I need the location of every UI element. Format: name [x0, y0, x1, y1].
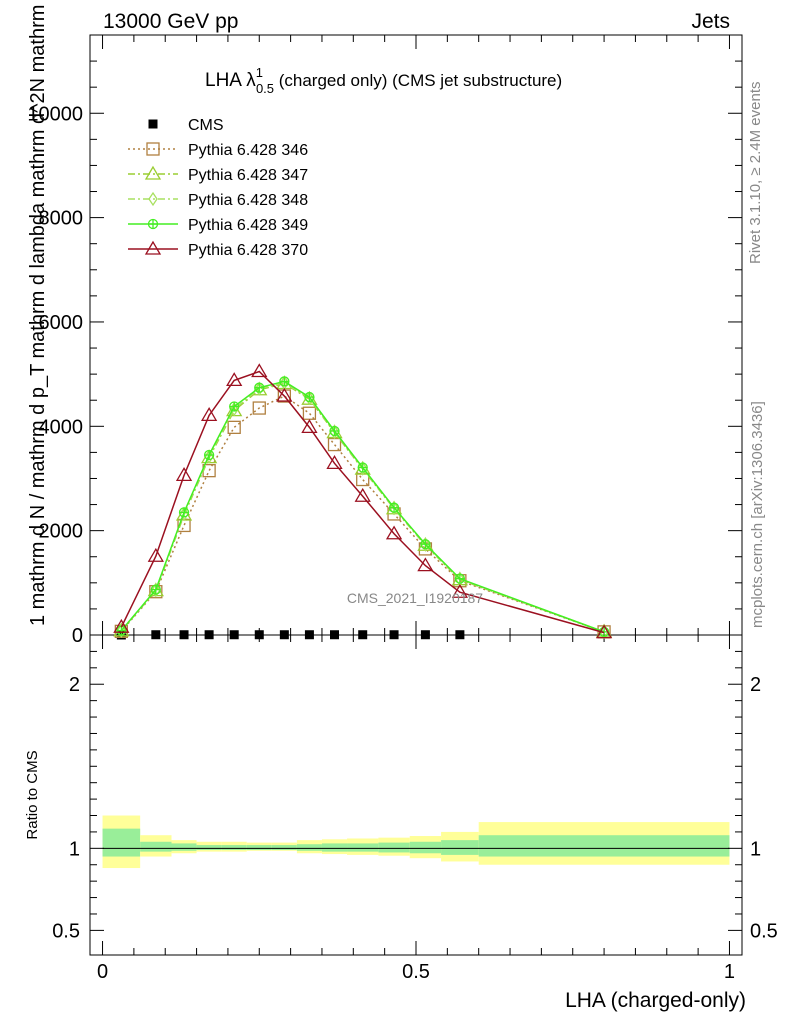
data-point	[595, 624, 613, 639]
data-point	[329, 424, 340, 440]
legend-marker	[148, 119, 158, 129]
series-5	[113, 363, 613, 639]
y-tick-label: 2000	[39, 521, 84, 543]
ratio-y-tick-label: 0.5	[52, 920, 80, 942]
data-point	[279, 630, 289, 640]
ratio-band-green	[378, 842, 410, 853]
data-point	[389, 630, 399, 640]
data-point	[276, 387, 293, 402]
ratio-band-green	[409, 841, 442, 854]
legend-marker	[146, 142, 160, 156]
ratio-y-tick-label-right: 2	[750, 674, 761, 696]
rivet-version-label: Rivet 3.1.10, ≥ 2.4M events	[747, 82, 764, 265]
ratio-band-green	[102, 828, 141, 857]
y-tick-label: 4000	[39, 416, 84, 438]
legend-marker	[148, 191, 158, 207]
data-point	[420, 630, 430, 640]
data-point	[179, 630, 189, 640]
data-point	[151, 582, 161, 598]
data-point	[455, 630, 465, 640]
ratio-y-axis-label: Ratio to CMS	[24, 750, 41, 839]
title-sub: 0.5	[256, 81, 274, 96]
ratio-band-green	[441, 840, 479, 855]
legend: CMS Pythia 6.428 346 Pythia 6.428 347 Pythi…	[128, 117, 308, 259]
mcplots-label: mcplots.cern.ch [arXiv:1306.3436]	[749, 401, 766, 628]
ratio-bands	[102, 815, 730, 869]
ratio-axis-ticks: 0.5 0.5 1 1 2 2 0 0.5 1	[52, 635, 778, 983]
x-tick-label: 1	[724, 961, 735, 983]
data-point	[252, 401, 266, 415]
main-axis-ticks: 0 2000 4000 6000 8000 10000	[27, 35, 742, 647]
data-point	[254, 630, 264, 640]
ratio-band-green	[171, 843, 197, 851]
series-line	[120, 370, 605, 634]
title-sup: 1	[256, 65, 263, 80]
ratio-band-green	[140, 841, 172, 852]
ratio-band-green	[246, 845, 272, 850]
y-tick-label: 8000	[39, 208, 84, 230]
legend-label: Pythia 6.428 348	[188, 192, 308, 209]
data-point	[358, 630, 368, 640]
ratio-band-green	[321, 843, 348, 852]
legend-marker	[144, 165, 162, 180]
ratio-y-tick-label: 2	[69, 674, 80, 696]
data-point	[226, 372, 243, 387]
data-point	[354, 487, 371, 502]
data-point	[175, 467, 193, 481]
data-point	[229, 630, 239, 640]
series-layer	[113, 363, 613, 640]
ratio-band-green	[196, 845, 222, 850]
legend-label: Pythia 6.428 347	[188, 167, 308, 184]
data-point	[147, 547, 164, 562]
energy-label: 13000 GeV pp	[103, 10, 238, 33]
legend-marker	[144, 240, 162, 255]
category-label: Jets	[691, 10, 730, 33]
data-point	[301, 419, 318, 433]
data-point	[451, 583, 469, 598]
data-point	[357, 461, 368, 476]
data-point	[389, 501, 399, 516]
data-point	[227, 420, 241, 434]
data-point	[304, 630, 314, 640]
ratio-y-tick-label: 1	[69, 838, 80, 860]
y-tick-label: 6000	[39, 312, 84, 334]
ratio-band-green	[271, 845, 297, 850]
title-rest: (charged only) (CMS jet substructure)	[274, 71, 562, 90]
data-point	[330, 630, 339, 640]
series-4	[116, 376, 610, 638]
ratio-y-tick-label-right: 0.5	[750, 920, 778, 942]
plot-title: LHA λ1 0.5 (charged only) (CMS jet substr…	[205, 65, 562, 96]
legend-label: Pythia 6.428 346	[188, 142, 308, 159]
ratio-y-tick-label-right: 1	[750, 838, 761, 860]
y-tick-label: 10000	[27, 103, 83, 125]
legend-label: CMS	[188, 117, 224, 134]
x-tick-label: 0.5	[402, 961, 430, 983]
data-point	[116, 623, 127, 638]
data-point	[326, 455, 343, 469]
data-point	[204, 630, 214, 640]
y-axis-label: 1 mathrm d N / mathrm d p_T mathrm d lam…	[27, 0, 49, 626]
analysis-tag: CMS_2021_I1920187	[347, 590, 483, 606]
data-point	[417, 557, 434, 572]
legend-label: Pythia 6.428 370	[188, 242, 308, 259]
x-tick-label: 0	[97, 961, 108, 983]
ratio-band-green	[221, 845, 247, 850]
y-tick-label: 0	[72, 625, 83, 647]
data-point	[251, 363, 268, 378]
ratio-band-green	[296, 844, 322, 851]
ratio-panel-frame	[89, 634, 743, 956]
data-point	[420, 537, 431, 552]
x-axis-label: LHA (charged-only)	[565, 989, 746, 1012]
data-point	[151, 630, 161, 640]
data-point	[113, 618, 130, 633]
ratio-band-green	[478, 835, 730, 857]
legend-label: Pythia 6.428 349	[188, 217, 308, 234]
data-point	[385, 525, 403, 540]
series-line	[120, 380, 605, 633]
ratio-band-green	[347, 843, 379, 852]
data-point	[200, 407, 218, 421]
title-main: LHA λ	[205, 70, 256, 91]
